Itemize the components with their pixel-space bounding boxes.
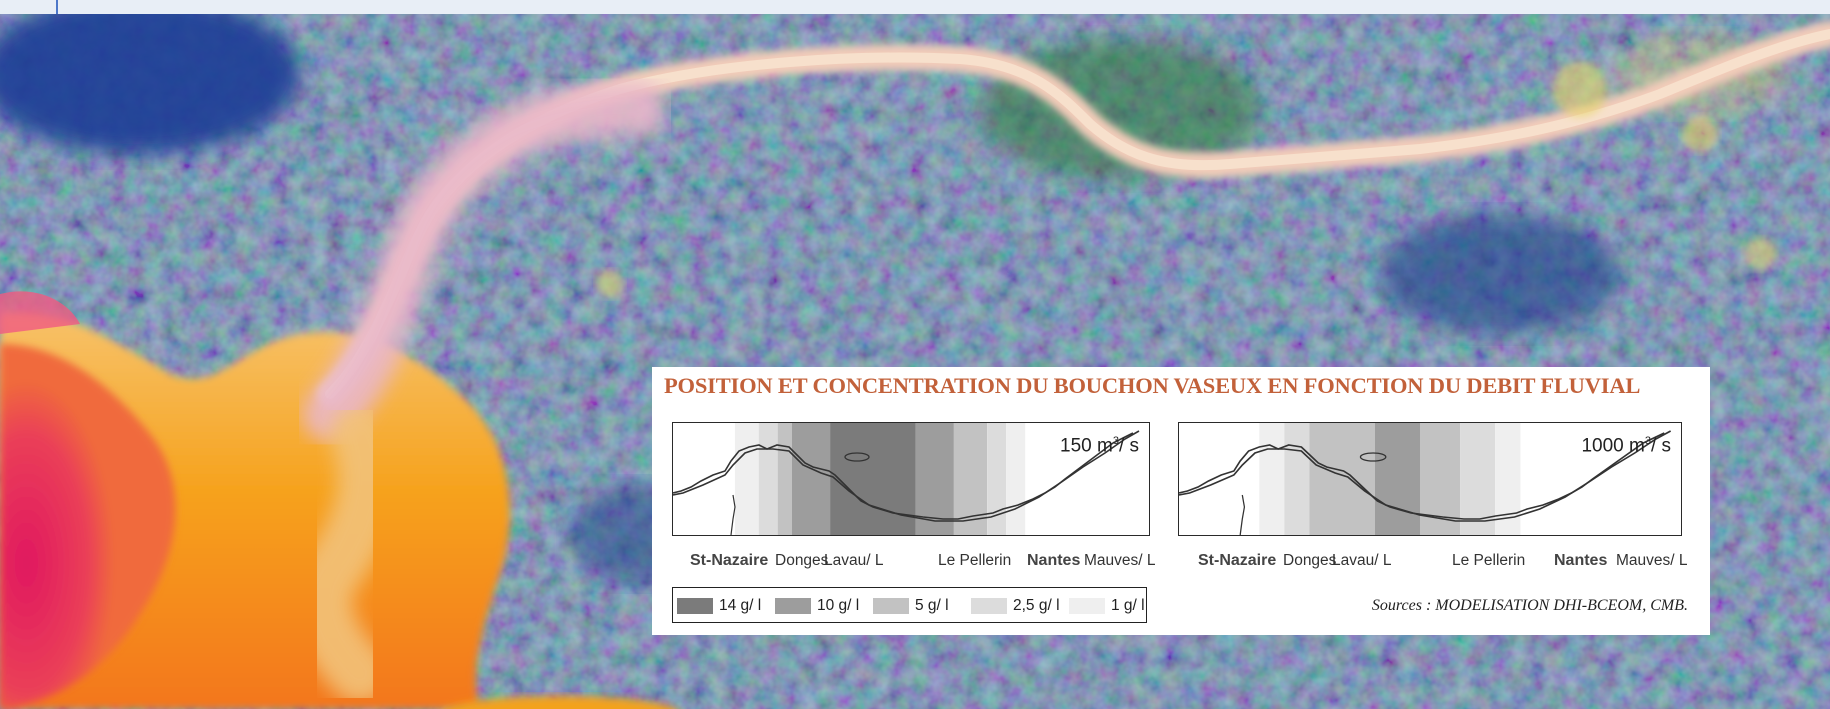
label-st-nazaire: St-Nazaire bbox=[1198, 552, 1277, 569]
label-donges: Donges bbox=[1283, 552, 1337, 569]
sources-note: Sources : MODELISATION DHI-BCEOM, CMB. bbox=[1371, 597, 1688, 614]
concentration-band bbox=[1309, 423, 1375, 535]
legend-swatch bbox=[971, 598, 1007, 614]
estuary-schematic-150 bbox=[673, 423, 1140, 535]
concentration-band bbox=[777, 423, 792, 535]
place-labels-1000: St-Nazaire Donges Lavau/ L Le Pellerin N… bbox=[1178, 552, 1688, 572]
concentration-band bbox=[792, 423, 831, 535]
label-st-nazaire: St-Nazaire bbox=[690, 552, 769, 569]
concentration-band bbox=[758, 423, 778, 535]
label-nantes: Nantes bbox=[1027, 552, 1081, 569]
legend-swatch bbox=[873, 598, 909, 614]
concentration-band bbox=[1460, 423, 1496, 535]
concentration-band bbox=[1374, 423, 1420, 535]
label-mauves: Mauves/ L bbox=[1084, 552, 1156, 569]
legend-swatch bbox=[677, 598, 713, 614]
concentration-band bbox=[734, 423, 759, 535]
legend: 14 g/ l 10 g/ l 5 g/ l 2,5 g/ l 1 g/ l bbox=[672, 587, 1147, 623]
place-labels-150: St-Nazaire Donges Lavau/ L Le Pellerin N… bbox=[672, 552, 1156, 572]
label-mauves: Mauves/ L bbox=[1616, 552, 1688, 569]
top-marker bbox=[56, 0, 58, 14]
label-lavau: Lavau/ L bbox=[1332, 552, 1392, 569]
panel-1000: 1000 m3/ s bbox=[1178, 422, 1682, 536]
coastline bbox=[1179, 430, 1672, 535]
concentration-band bbox=[830, 423, 916, 535]
figure-title: POSITION ET CONCENTRATION DU BOUCHON VAS… bbox=[664, 373, 1641, 398]
info-box: POSITION ET CONCENTRATION DU BOUCHON VAS… bbox=[652, 367, 1710, 635]
legend-swatch bbox=[1069, 598, 1105, 614]
flow-label: 150 m3/ s bbox=[1060, 435, 1139, 457]
concentration-band bbox=[1006, 423, 1026, 535]
concentration-band bbox=[1284, 423, 1310, 535]
legend-swatch bbox=[775, 598, 811, 614]
coastline bbox=[673, 430, 1140, 535]
label-nantes: Nantes bbox=[1554, 552, 1608, 569]
label-lavau: Lavau/ L bbox=[824, 552, 884, 569]
label-donges: Donges bbox=[775, 552, 829, 569]
panel-150: 150 m3/ s bbox=[672, 422, 1150, 536]
flow-label: 1000 m3/ s bbox=[1581, 435, 1671, 457]
top-strip bbox=[0, 0, 1830, 14]
label-le-pellerin: Le Pellerin bbox=[938, 552, 1012, 569]
concentration-band bbox=[1259, 423, 1285, 535]
satellite-image bbox=[0, 14, 1830, 709]
label-le-pellerin: Le Pellerin bbox=[1452, 552, 1526, 569]
estuary-schematic-1000 bbox=[1179, 423, 1672, 535]
concentration-band bbox=[987, 423, 1007, 535]
